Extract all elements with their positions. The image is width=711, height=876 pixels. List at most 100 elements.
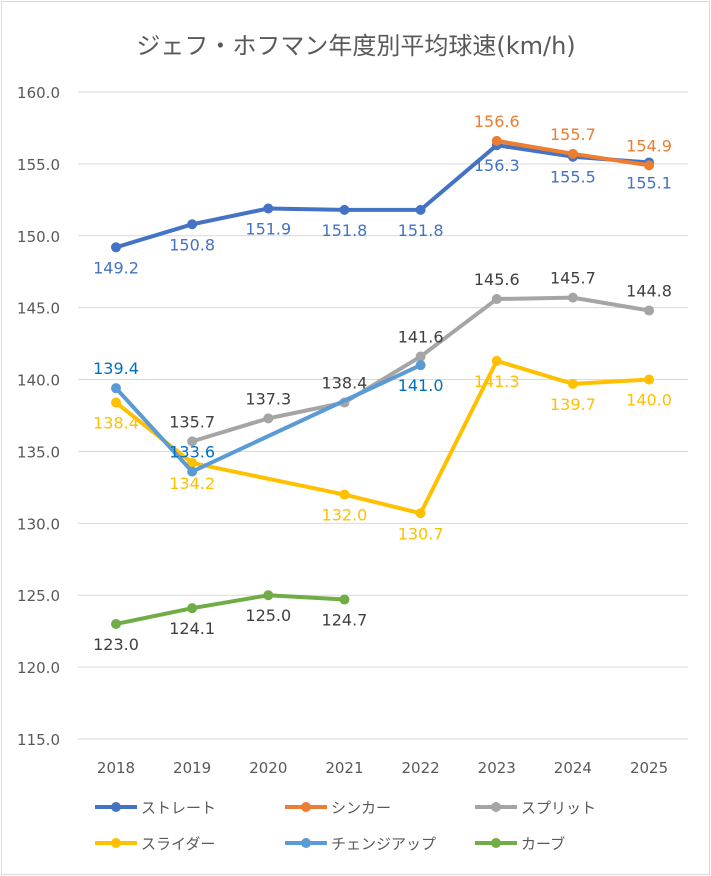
chart-title: ジェフ・ホフマン年度別平均球速(km/h) — [136, 32, 575, 60]
data-label: 149.2 — [93, 258, 139, 277]
data-label: 132.0 — [322, 506, 368, 525]
legend-marker — [301, 838, 311, 848]
legend-label: スライダー — [141, 835, 215, 853]
data-point — [111, 242, 121, 253]
data-point — [339, 204, 350, 215]
series-group — [111, 135, 655, 629]
series-line-5 — [114, 593, 347, 626]
data-point — [111, 397, 121, 408]
legend-item: ストレート — [95, 799, 216, 817]
x-tick-label: 2022 — [402, 759, 440, 777]
data-point — [491, 135, 502, 146]
data-label: 156.3 — [474, 156, 520, 175]
data-point — [339, 489, 350, 500]
data-label: 145.6 — [474, 270, 520, 289]
data-label: 155.7 — [550, 125, 596, 144]
data-point — [644, 374, 655, 385]
legend-marker — [491, 802, 501, 812]
data-point — [263, 413, 274, 424]
y-tick-label: 145.0 — [17, 300, 60, 318]
x-tick-label: 2018 — [97, 759, 135, 777]
y-axis: 160.0 155.0 150.0 145.0 140.0 135.0 130.0 125.0… — [17, 84, 60, 749]
data-label: 125.0 — [245, 606, 291, 625]
legend-item: スプリット — [475, 799, 596, 817]
data-label: 138.4 — [93, 414, 139, 433]
data-label: 145.7 — [550, 269, 596, 288]
legend-label: チェンジアップ — [331, 835, 436, 853]
data-label: 141.6 — [398, 328, 444, 347]
x-tick-label: 2020 — [249, 759, 287, 777]
data-point — [415, 360, 426, 371]
data-label: 137.3 — [245, 389, 291, 408]
data-label: 154.9 — [626, 136, 672, 155]
data-label: 140.0 — [626, 391, 672, 410]
data-point — [567, 148, 578, 159]
legend-item: チェンジアップ — [285, 835, 436, 853]
data-label: 124.7 — [322, 611, 368, 630]
x-tick-label: 2019 — [173, 759, 211, 777]
data-label: 134.2 — [169, 474, 215, 493]
data-label: 139.7 — [550, 395, 596, 414]
legend-item: スライダー — [95, 835, 215, 853]
data-point — [567, 292, 578, 303]
data-label: 150.8 — [169, 235, 215, 254]
x-tick-label: 2023 — [478, 759, 516, 777]
data-point — [111, 383, 121, 394]
data-label: 124.1 — [169, 619, 215, 638]
legend-item: シンカー — [285, 799, 391, 817]
x-tick-label: 2024 — [554, 759, 592, 777]
y-tick-label: 160.0 — [17, 84, 60, 102]
data-label: 130.7 — [398, 524, 444, 543]
gridlines — [78, 91, 688, 740]
legend-marker — [111, 838, 121, 848]
data-point — [415, 351, 426, 362]
y-tick-label: 135.0 — [17, 443, 60, 461]
legend-marker — [491, 838, 501, 848]
data-label: 139.4 — [93, 359, 139, 378]
data-point — [187, 466, 198, 477]
data-point — [644, 160, 655, 171]
data-point — [339, 594, 350, 605]
data-point — [415, 204, 426, 215]
data-point — [567, 378, 578, 389]
data-point — [187, 436, 198, 447]
data-point — [491, 355, 502, 366]
data-labels: 149.2 150.8 151.9 151.8 151.8 156.3 155.5 155.1… — [93, 112, 672, 654]
data-label: 151.8 — [322, 221, 368, 240]
series-line-0 — [114, 143, 652, 250]
data-point — [415, 508, 426, 519]
data-point — [187, 219, 198, 230]
data-label: 151.8 — [398, 221, 444, 240]
data-label: 133.6 — [169, 443, 215, 462]
legend-marker — [111, 802, 121, 812]
data-point — [644, 305, 655, 316]
y-tick-label: 150.0 — [17, 228, 60, 246]
data-label: 141.0 — [398, 376, 444, 395]
x-tick-label: 2021 — [325, 759, 363, 777]
y-tick-label: 120.0 — [17, 659, 60, 677]
legend-label: カーブ — [521, 835, 565, 853]
data-label: 155.1 — [626, 173, 672, 192]
data-label: 135.7 — [169, 412, 215, 431]
data-label: 141.3 — [474, 372, 520, 391]
data-label: 138.4 — [322, 374, 368, 393]
legend-marker — [301, 802, 311, 812]
data-label: 144.8 — [626, 282, 672, 301]
data-label: 151.9 — [245, 219, 291, 238]
data-label: 155.5 — [550, 168, 596, 187]
data-point — [187, 457, 198, 468]
data-point — [111, 618, 121, 629]
data-label: 156.6 — [474, 112, 520, 131]
legend-item: カーブ — [475, 835, 565, 853]
y-tick-label: 155.0 — [17, 156, 60, 174]
x-tick-label: 2025 — [630, 759, 668, 777]
y-tick-label: 130.0 — [17, 515, 60, 533]
data-label: 123.0 — [93, 635, 139, 654]
legend-label: スプリット — [521, 799, 596, 817]
y-tick-label: 125.0 — [17, 587, 60, 605]
data-point — [263, 590, 274, 601]
data-point — [187, 603, 198, 614]
y-tick-label: 115.0 — [17, 731, 60, 749]
